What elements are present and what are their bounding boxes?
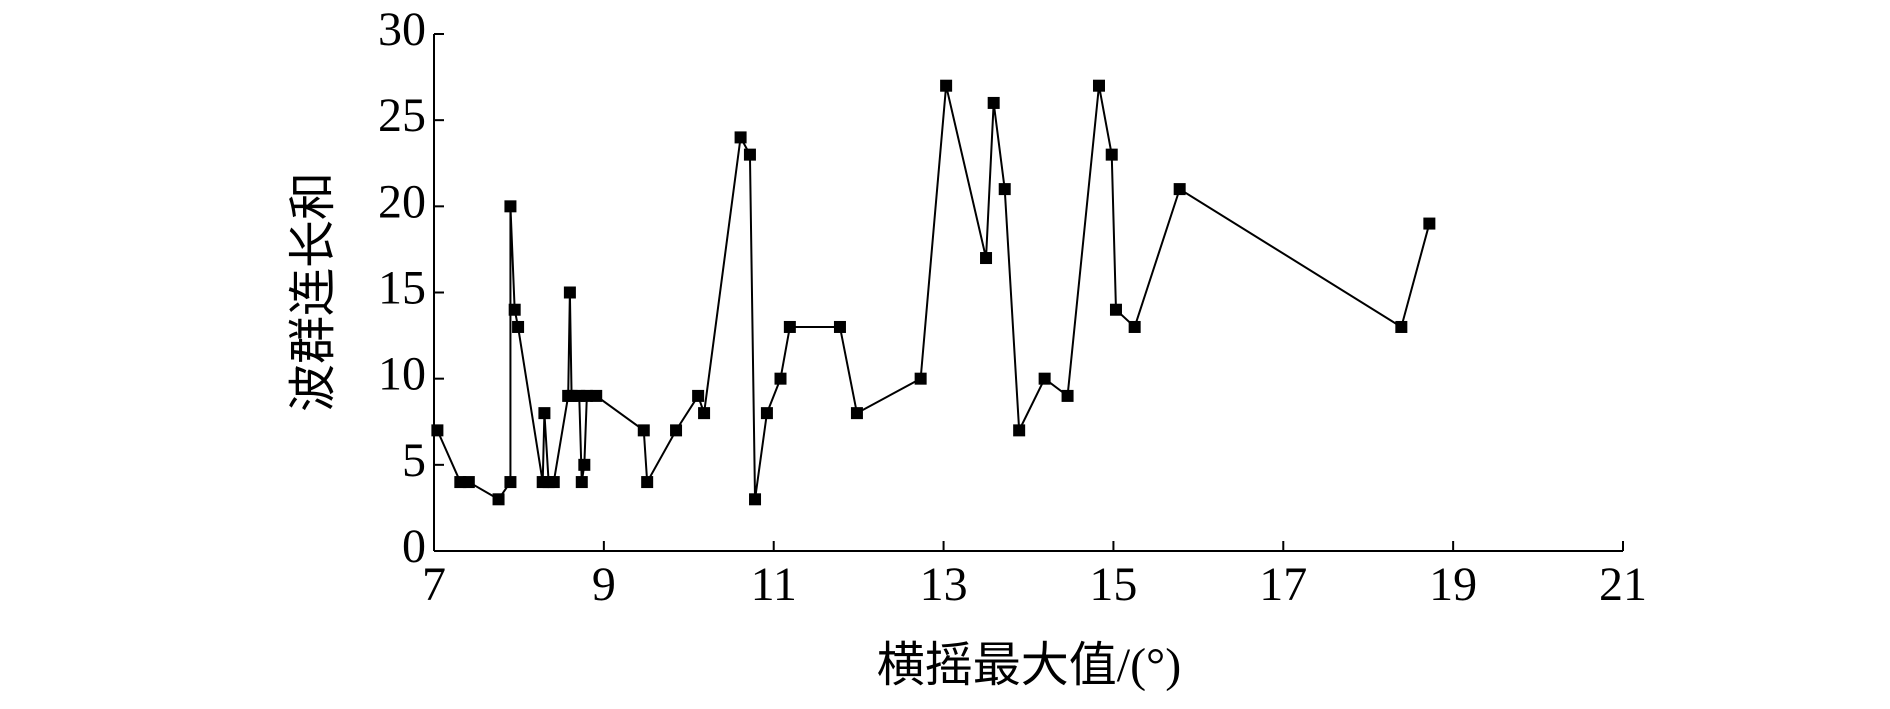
data-point [641, 476, 654, 489]
data-point [783, 320, 796, 333]
y-tick-label: 0 [402, 520, 426, 573]
data-point [998, 183, 1011, 196]
data-point [833, 320, 846, 333]
y-tick-label: 30 [378, 3, 426, 56]
data-point [698, 407, 711, 420]
data-point [578, 458, 591, 471]
data-point [508, 303, 521, 316]
y-tick-label: 10 [378, 348, 426, 401]
x-tick-label: 9 [592, 558, 616, 611]
data-point [1105, 148, 1118, 161]
data-point [1109, 303, 1122, 316]
y-tick-label: 20 [378, 175, 426, 228]
data-point [980, 252, 993, 265]
data-point [774, 372, 787, 385]
data-point [749, 493, 762, 506]
data-point [914, 372, 927, 385]
data-point [547, 476, 560, 489]
data-point [538, 407, 551, 420]
data-point [1092, 79, 1105, 92]
data-point [670, 424, 683, 437]
data-point [987, 96, 1000, 109]
x-tick-label: 19 [1429, 558, 1477, 611]
data-point [1013, 424, 1026, 437]
data-point [734, 131, 747, 144]
x-tick-label: 17 [1259, 558, 1307, 611]
y-tick-label: 5 [402, 434, 426, 487]
data-point [492, 493, 505, 506]
x-tick-label: 13 [920, 558, 968, 611]
series-line [436, 85, 1431, 501]
data-point [692, 389, 705, 402]
data-point [1423, 217, 1436, 230]
data-point [504, 200, 517, 213]
data-point [850, 407, 863, 420]
x-tick-label: 11 [751, 558, 797, 611]
x-tick-label: 15 [1089, 558, 1137, 611]
data-point [580, 389, 593, 402]
data-point [760, 407, 773, 420]
y-tick-label: 25 [378, 89, 426, 142]
data-point [1173, 183, 1186, 196]
data-point [512, 320, 525, 333]
data-point [1128, 320, 1141, 333]
data-point [563, 286, 576, 299]
data-point [575, 476, 588, 489]
x-axis-label: 横摇最大值/(°) [877, 639, 1182, 692]
data-point [1038, 372, 1051, 385]
x-tick-label: 21 [1599, 558, 1647, 611]
y-tick-label: 15 [378, 262, 426, 315]
data-point [1395, 320, 1408, 333]
data-point [431, 424, 444, 437]
x-tick-label: 7 [422, 558, 446, 611]
data-point [590, 389, 603, 402]
y-axis-label: 波群连长和 [287, 172, 340, 412]
data-point [940, 79, 953, 92]
data-point [1061, 389, 1074, 402]
data-point [743, 148, 756, 161]
data-point [462, 476, 475, 489]
data-point [504, 476, 517, 489]
data-point [637, 424, 650, 437]
